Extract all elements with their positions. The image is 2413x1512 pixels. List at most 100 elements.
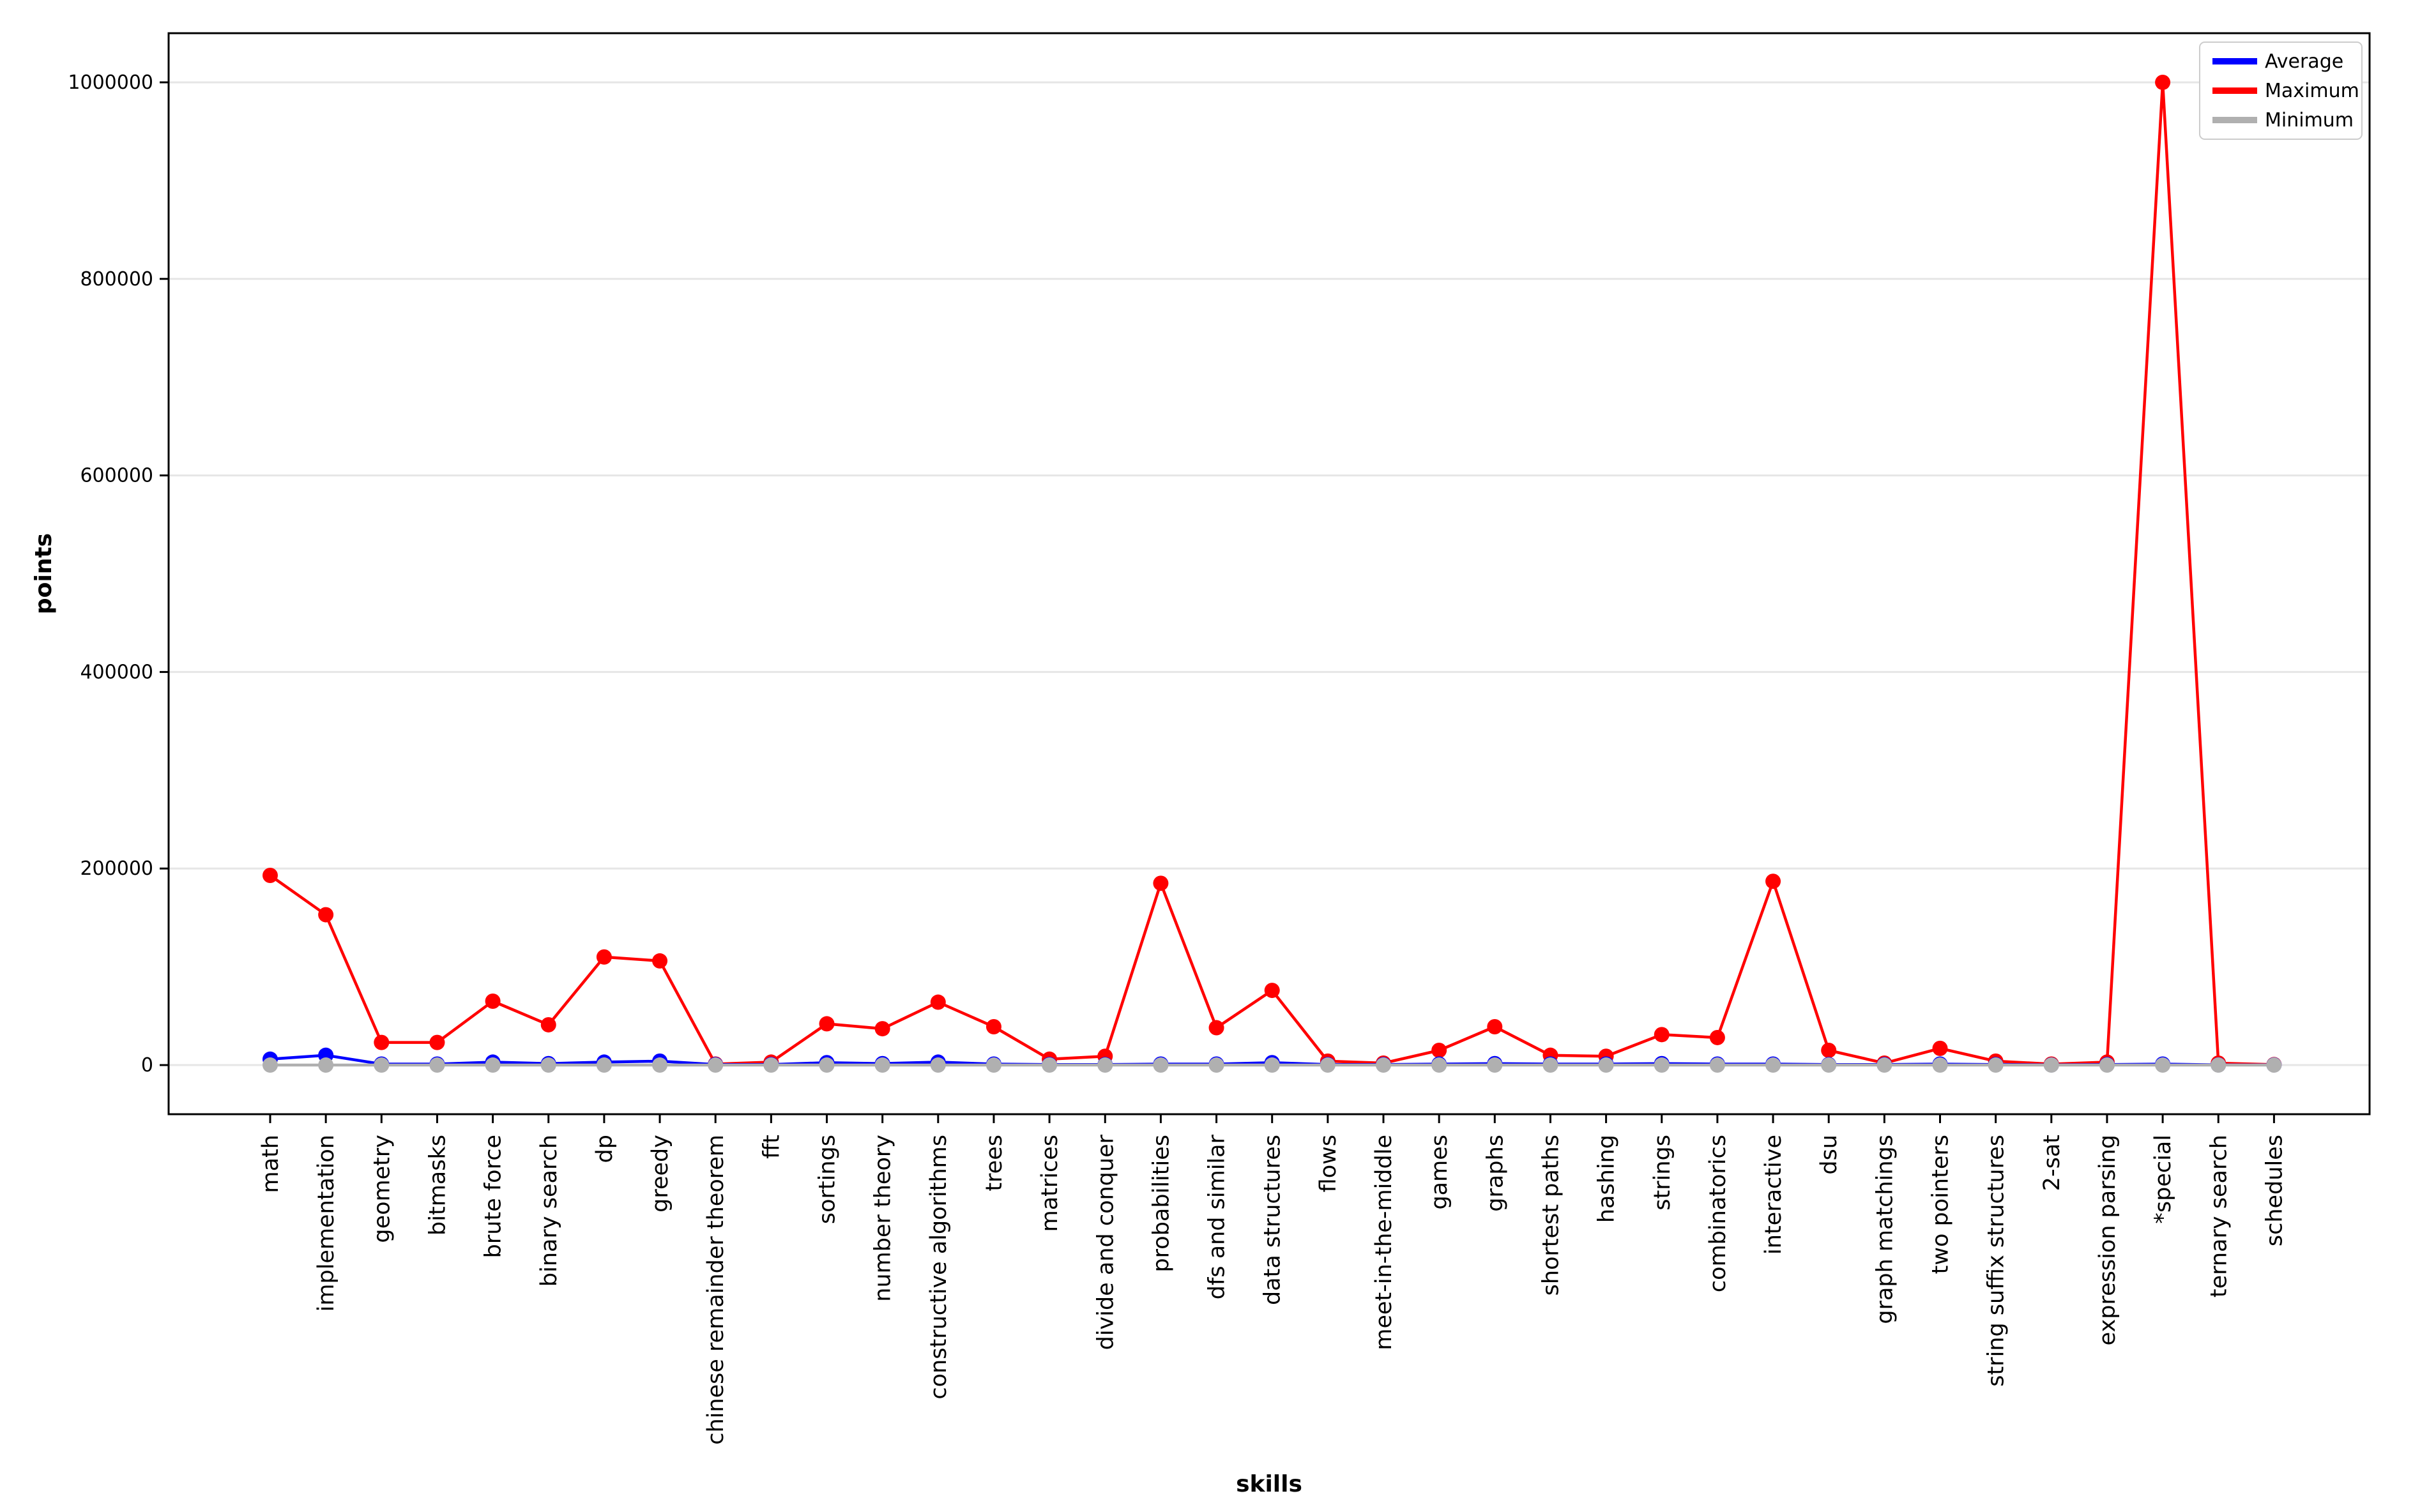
x-tick-label: combinatorics [1705,1135,1731,1292]
x-tick-label: strings [1650,1135,1675,1211]
x-tick-label: shortest paths [1538,1135,1564,1296]
x-tick-label: constructive algorithms [926,1135,952,1400]
data-point [485,1057,501,1073]
data-point [1431,1057,1447,1073]
x-tick-label: dsu [1816,1135,1842,1175]
y-tick-label: 200000 [80,858,153,880]
data-point [1431,1042,1447,1058]
data-point [2155,74,2171,90]
y-tick-label: 600000 [80,465,153,487]
data-point [652,953,668,969]
data-point [1487,1019,1503,1035]
plot-frame [167,32,2371,1115]
x-tick-label: binary search [537,1135,562,1287]
data-point [1821,1057,1837,1073]
data-point [708,1057,724,1073]
x-tick-label: string suffix structures [1984,1135,2009,1387]
data-point [652,1057,668,1073]
data-point [318,907,334,923]
x-tick-label: two pointers [1928,1135,1954,1274]
x-tick-label: data structures [1260,1135,1286,1305]
x-tick-label: games [1427,1135,1452,1210]
x-tick-label: meet-in-the-middle [1371,1135,1397,1350]
data-point [596,1057,612,1073]
x-tick-label: graph matchings [1872,1135,1898,1324]
data-point [596,949,612,965]
data-point [1097,1057,1113,1073]
x-tick-label: probabilities [1148,1135,1174,1273]
data-point [540,1057,556,1073]
data-point [819,1057,835,1073]
data-point [1821,1042,1837,1058]
data-point [986,1019,1001,1035]
data-point [318,1057,334,1073]
x-tick-label: 2-sat [2039,1135,2065,1191]
legend-label: Minimum [2265,109,2354,132]
data-point [1765,873,1781,889]
data-point [1709,1057,1725,1073]
series-group [263,74,2282,1073]
legend-label: Average [2265,50,2343,73]
data-point [819,1016,835,1032]
data-point [1654,1057,1670,1073]
data-point [1264,1057,1280,1073]
data-point [1320,1057,1336,1073]
x-tick-label: number theory [871,1135,896,1302]
data-point [1598,1057,1614,1073]
data-point [2099,1057,2115,1073]
data-point [2155,1057,2171,1073]
x-tick-label: interactive [1761,1135,1786,1255]
data-point [2266,1057,2282,1073]
data-point [874,1021,890,1037]
data-point [429,1034,445,1050]
x-tick-label: bitmasks [425,1135,450,1236]
data-point [1487,1057,1503,1073]
data-point [1988,1057,2004,1073]
data-point [1208,1020,1224,1036]
legend-box [2199,42,2363,140]
data-point [763,1057,779,1073]
y-tick-label: 800000 [80,268,153,291]
x-tick-label: math [258,1135,284,1193]
y-tick-label: 0 [141,1054,153,1077]
data-point [1932,1040,1948,1056]
x-tick-label: graphs [1482,1135,1508,1212]
legend: Average Maximum Minimum [2199,42,2363,140]
x-tick-label: schedules [2262,1135,2287,1246]
data-point [374,1034,390,1050]
legend-label: Maximum [2265,80,2359,102]
data-point [1542,1057,1558,1073]
data-point [1654,1027,1670,1043]
x-tick-label: brute force [481,1135,506,1258]
x-tick-label: trees [982,1135,1007,1191]
data-point [263,1057,278,1073]
x-tick-label: hashing [1594,1135,1620,1223]
y-tick-label: 1000000 [68,72,153,94]
data-point [1876,1057,1892,1073]
x-tick-label: ternary search [2206,1135,2232,1297]
x-tick-label: dp [592,1135,618,1163]
data-point [1042,1057,1058,1073]
data-point [874,1057,890,1073]
data-point [1153,875,1169,891]
data-point [540,1017,556,1032]
data-point [1932,1057,1948,1073]
x-tick-label: expression parsing [2095,1135,2120,1345]
y-axis: 0 200000 400000 600000 800000 1000000 [68,72,169,1077]
x-axis-title: skills [1236,1471,1302,1497]
series-maximum [263,74,2282,1073]
data-point [986,1057,1001,1073]
x-tick-label: flows [1316,1135,1341,1192]
data-point [1153,1057,1169,1073]
data-point [2043,1057,2059,1073]
data-point [429,1057,445,1073]
data-point [263,868,278,884]
x-tick-label: dfs and similar [1205,1134,1230,1299]
series-minimum [263,1057,2282,1073]
data-point [1709,1029,1725,1045]
data-point [930,1057,946,1073]
x-tick-label: greedy [648,1135,673,1213]
x-tick-label: *special [2150,1135,2176,1224]
